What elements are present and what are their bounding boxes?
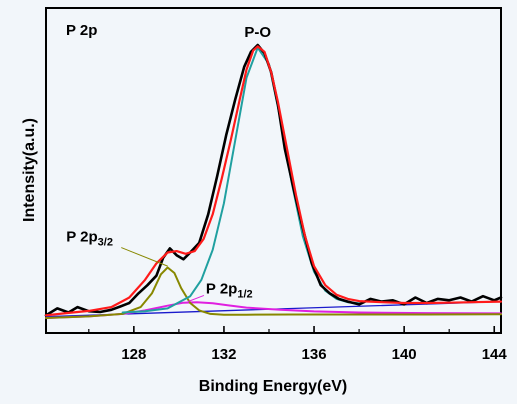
- annotation-leader-line: [187, 294, 205, 303]
- y-axis-label: Intensity(a.u.): [21, 118, 38, 222]
- panel-label: P 2p: [66, 22, 97, 39]
- series-line-envelope-fit-1: [44, 45, 503, 317]
- x-tick-label: 140: [392, 346, 417, 363]
- peak-label-p-o: P-O: [244, 24, 271, 41]
- series-layer: [44, 43, 503, 319]
- x-tick-label: 136: [302, 346, 327, 363]
- x-axis-tick-labels: 128 132 136 140 144: [121, 346, 507, 363]
- x-axis-ticks: [88, 326, 496, 333]
- annotation-leader-line: [121, 247, 168, 267]
- peak-label-3-2: P 2p3/2: [66, 229, 113, 249]
- peak-label-1-2: P 2p1/2: [206, 280, 253, 300]
- x-tick-label: 144: [482, 346, 508, 363]
- x-tick-label: 132: [211, 346, 236, 363]
- x-axis-label: Binding Energy(eV): [199, 378, 347, 395]
- plot-frame: [45, 7, 502, 334]
- x-tick-label: 128: [121, 346, 146, 363]
- series-line-component-fit-3: [45, 266, 502, 319]
- annotation-layer: P-O P 2p3/2 P 2p1/2: [66, 24, 271, 303]
